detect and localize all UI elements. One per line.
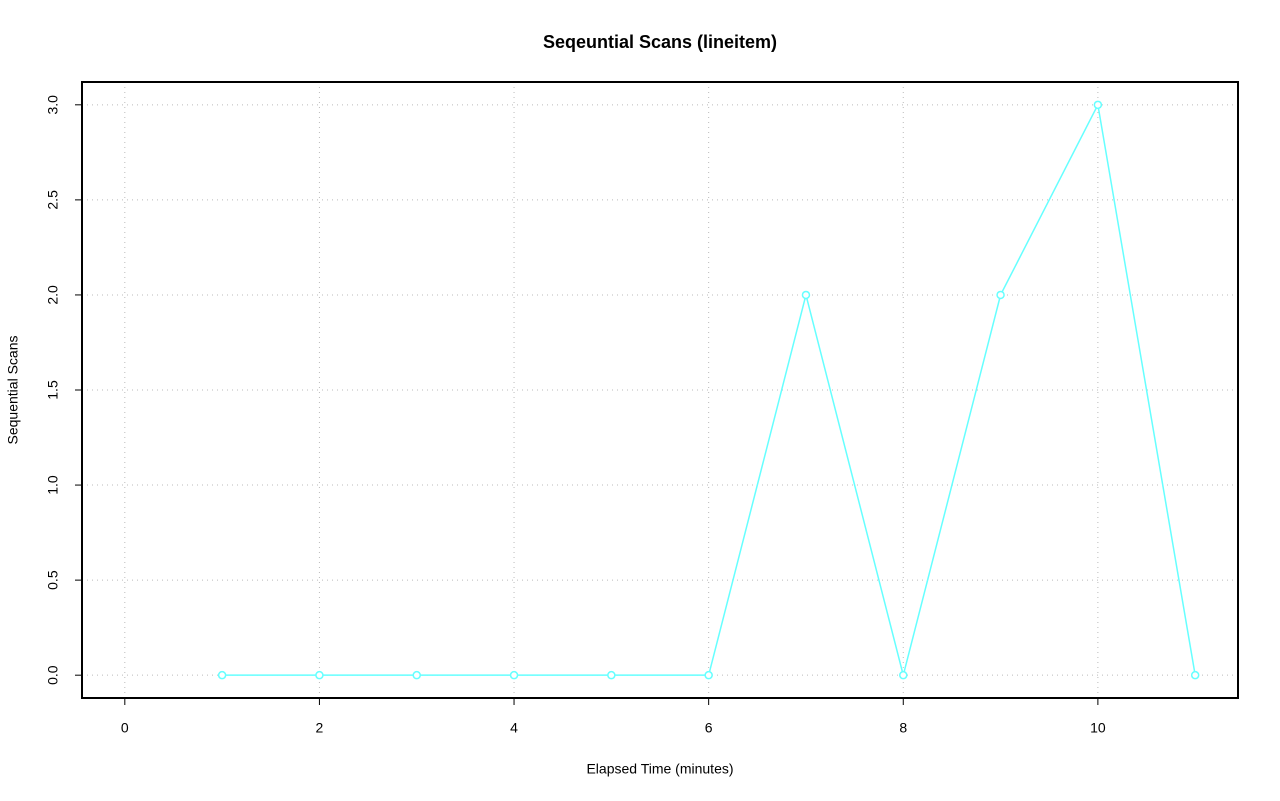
data-point bbox=[801, 290, 811, 300]
data-point bbox=[704, 670, 713, 680]
chart-title: Seqeuntial Scans (lineitem) bbox=[543, 32, 777, 52]
data-point bbox=[315, 670, 324, 680]
plot-frame bbox=[81, 81, 1239, 699]
y-axis-label: Sequential Scans bbox=[5, 336, 21, 445]
data-point bbox=[412, 670, 421, 680]
data-point bbox=[509, 670, 519, 680]
data-point bbox=[1093, 100, 1103, 110]
data-point bbox=[607, 670, 616, 680]
data-point bbox=[996, 290, 1005, 300]
x-tick-label: 10 bbox=[1090, 720, 1106, 736]
y-tick-label: 0.5 bbox=[45, 570, 61, 590]
data-point bbox=[899, 670, 908, 680]
series-line bbox=[222, 102, 1196, 676]
data-point bbox=[1190, 670, 1200, 680]
x-tick-label: 4 bbox=[510, 720, 518, 736]
y-tick-label: 1.5 bbox=[45, 380, 61, 400]
y-tick-label: 0.0 bbox=[45, 665, 61, 685]
x-tick-label: 0 bbox=[121, 720, 129, 736]
x-tick-label: 2 bbox=[316, 720, 324, 736]
y-tick-label: 2.5 bbox=[45, 190, 61, 210]
x-tick-label: 8 bbox=[899, 720, 907, 736]
y-tick-label: 3.0 bbox=[45, 95, 61, 115]
x-axis-label: Elapsed Time (minutes) bbox=[586, 761, 733, 777]
x-tick-label: 6 bbox=[705, 720, 713, 736]
y-tick-label: 1.0 bbox=[45, 475, 61, 495]
data-point bbox=[217, 670, 227, 680]
y-tick-label: 2.0 bbox=[45, 285, 61, 305]
